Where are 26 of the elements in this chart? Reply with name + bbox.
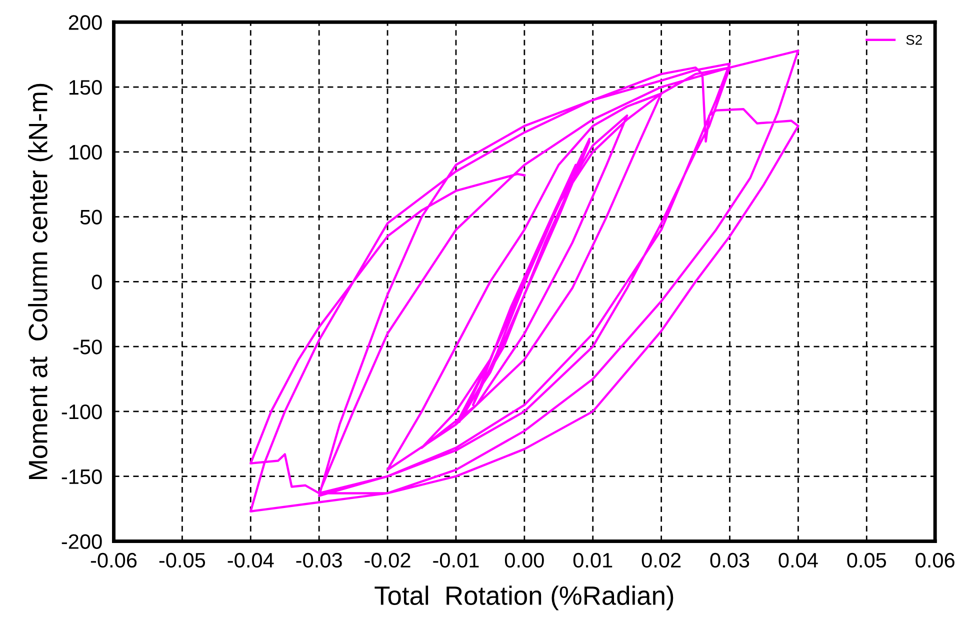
x-tick-label: -0.03 xyxy=(296,552,342,568)
x-tick-label: -0.05 xyxy=(159,552,206,568)
x-axis-title: Total Rotation (%Radian) xyxy=(374,586,674,610)
x-tick-label: -0.02 xyxy=(364,552,410,568)
x-tick-label: 0.03 xyxy=(710,552,750,568)
y-tick-label: -50 xyxy=(73,340,102,354)
line-series xyxy=(250,50,800,512)
y-tick-label: 150 xyxy=(69,80,102,95)
x-tick-label: 0.04 xyxy=(778,552,818,568)
x-tick-label: 0.01 xyxy=(573,552,612,568)
x-tick-label: -0.06 xyxy=(90,552,137,568)
y-tick-label: 0 xyxy=(92,274,102,290)
x-tick-label: -0.04 xyxy=(228,552,274,568)
x-tick-label: -0.01 xyxy=(433,552,479,568)
x-tick-label: 0.00 xyxy=(504,552,544,568)
y-axis-title: Moment at Column center (kN-m) xyxy=(28,84,53,479)
x-tick-label: 0.02 xyxy=(642,552,681,568)
y-tick-label: 100 xyxy=(69,144,102,160)
y-tick-label: -100 xyxy=(62,404,102,420)
legend-label: S2 xyxy=(906,35,922,45)
y-tick-label: 50 xyxy=(80,210,102,225)
y-tick-label: 200 xyxy=(68,15,102,30)
x-tick-label: 0.06 xyxy=(916,552,954,568)
y-tick-label: -200 xyxy=(62,534,102,549)
y-tick-label: -150 xyxy=(62,469,102,484)
x-tick-label: 0.05 xyxy=(847,552,886,568)
